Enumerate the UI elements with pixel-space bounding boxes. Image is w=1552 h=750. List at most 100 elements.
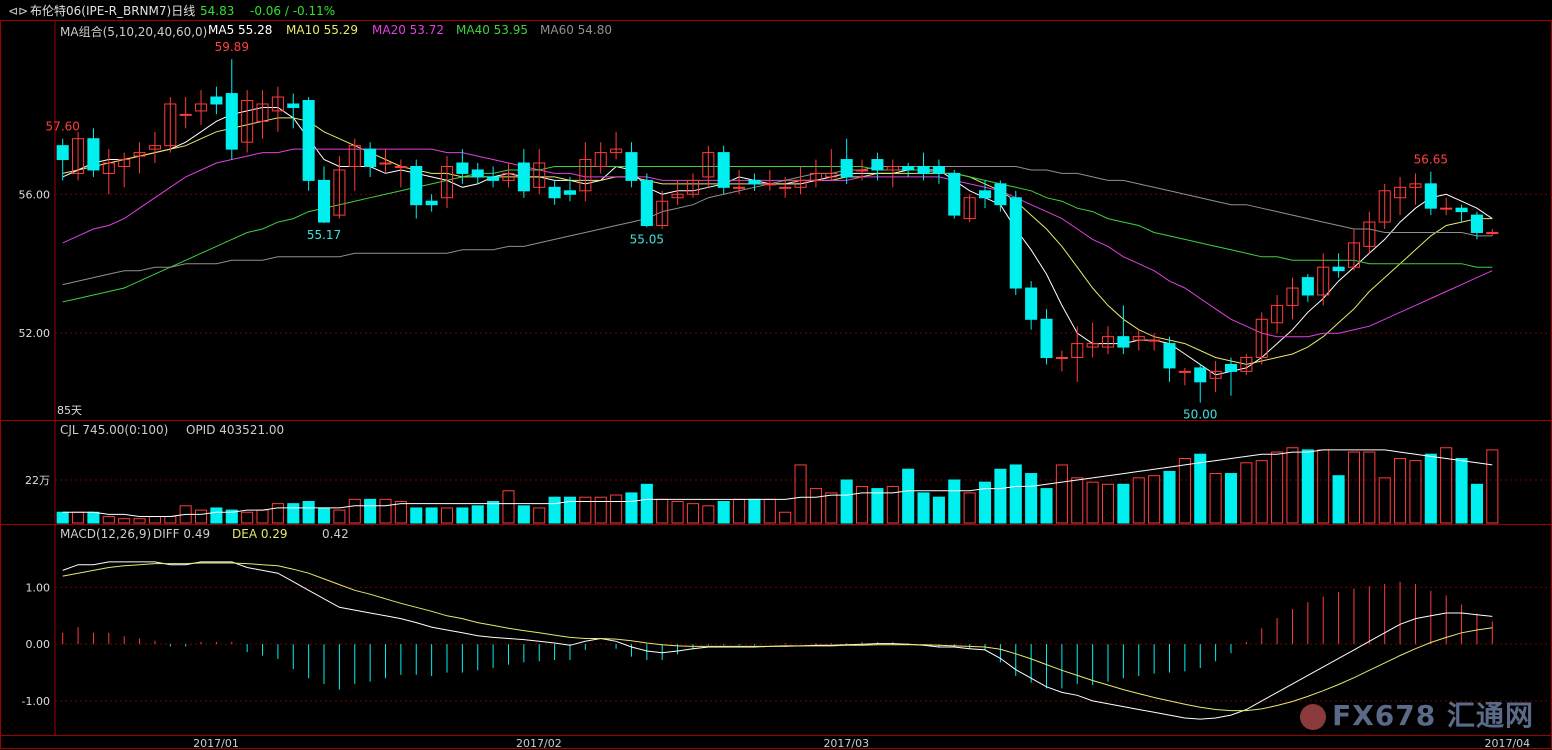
volume-bar (471, 505, 484, 524)
candle-body (87, 138, 100, 171)
symbol-title: 布伦特06(IPE-R_BRNM7)日线 (30, 4, 196, 18)
time-tick-label: 2017/03 (823, 737, 869, 750)
candle-body (287, 103, 300, 108)
candle-body (1071, 343, 1084, 358)
volume-bar (594, 496, 607, 524)
candle-body (1286, 287, 1299, 306)
volume-bar (1470, 483, 1483, 524)
volume-bar (871, 488, 884, 524)
candle-body (225, 93, 238, 150)
volume-bar (1424, 453, 1437, 524)
volume-bar (917, 492, 930, 524)
volume-bar (1025, 473, 1038, 524)
candle-body (1040, 318, 1053, 358)
watermark-logo-icon (1300, 704, 1327, 730)
candle-body (210, 96, 223, 105)
volume-bar (333, 509, 346, 524)
volume-bar (1317, 449, 1330, 524)
ma10-line (62, 117, 1493, 365)
candle-body (886, 165, 899, 171)
volume-bar (1271, 451, 1284, 524)
macd-diff-line (62, 561, 1493, 720)
volume-bar (1301, 449, 1314, 524)
candle-body (748, 179, 761, 185)
toggle-icon[interactable]: ⊲⊳ (8, 4, 29, 18)
candle-body (1470, 214, 1483, 233)
volume-bar (1486, 449, 1499, 524)
candle-body (1101, 336, 1115, 348)
volume-bar (1040, 488, 1053, 524)
candle-body (779, 186, 792, 189)
volume-bar (1071, 477, 1084, 524)
volume-bar (364, 498, 377, 524)
volume-bar (763, 498, 776, 524)
volume-bar (1409, 460, 1422, 524)
candle-body (379, 162, 392, 165)
candle-body (256, 103, 269, 122)
candle-body (702, 152, 715, 178)
candle-body (1378, 190, 1391, 223)
candle-body (640, 179, 653, 227)
candle-body (871, 159, 884, 171)
price-annotation: 50.00 (1183, 408, 1217, 422)
volume-bar (1132, 477, 1145, 524)
volume-bar (1009, 464, 1022, 524)
candle-body (563, 190, 577, 195)
candle-body (1240, 356, 1253, 372)
volume-bar (225, 509, 238, 524)
candle-body (594, 152, 607, 167)
volume-bar (72, 511, 85, 524)
volume-bar (502, 490, 515, 524)
ma10-label: MA10 55.29 (286, 23, 358, 37)
volume-bar (302, 501, 315, 524)
volume-bar (1332, 475, 1345, 524)
volume-bar (1163, 470, 1176, 524)
candle-body (978, 190, 992, 199)
candle-body (1086, 343, 1099, 348)
volume-bar (102, 516, 115, 524)
candle-body (994, 183, 1007, 206)
watermark: FX678 汇通网 (1300, 694, 1534, 734)
ma20-label: MA20 53.72 (372, 23, 444, 37)
volume-bar (978, 481, 992, 524)
candle-body (118, 159, 131, 167)
volume-bar (56, 511, 69, 524)
candle-body (72, 138, 85, 174)
volume-tick-label: 22万 (25, 474, 50, 487)
volume-bar (210, 507, 223, 524)
volume-bar (671, 501, 684, 524)
volume-bar (271, 503, 284, 524)
candle-body (963, 197, 976, 220)
ma40-label: MA40 53.95 (456, 23, 528, 37)
candle-body (1055, 356, 1068, 359)
candle-body (1271, 304, 1284, 324)
price-annotation: 56.65 (1414, 153, 1448, 167)
candle-body (333, 169, 346, 216)
candle-body (394, 165, 407, 168)
candle-body (1209, 370, 1222, 379)
volume-bar (840, 479, 853, 524)
candle-body (456, 162, 469, 174)
ma60-label: MA60 54.80 (540, 23, 612, 37)
ma20-line (62, 148, 1493, 338)
volume-bar (1347, 451, 1360, 524)
volume-bar (702, 505, 715, 524)
volume-bar (533, 507, 546, 524)
candle-body (179, 113, 192, 116)
candle-body (1255, 318, 1268, 358)
candle-body (148, 145, 161, 150)
candle-body (1148, 339, 1161, 342)
volume-bar (1455, 458, 1468, 524)
price-annotation: 55.17 (307, 228, 341, 242)
candle-body (1363, 221, 1376, 247)
candle-body (102, 162, 115, 174)
candle-body (271, 96, 284, 112)
candle-body (579, 159, 592, 192)
volume-bar (825, 492, 838, 524)
volume-bar (563, 496, 577, 524)
candle-body (1117, 336, 1130, 348)
candle-body (517, 162, 530, 192)
volume-bar (1440, 447, 1453, 524)
volume-bar (394, 501, 407, 524)
